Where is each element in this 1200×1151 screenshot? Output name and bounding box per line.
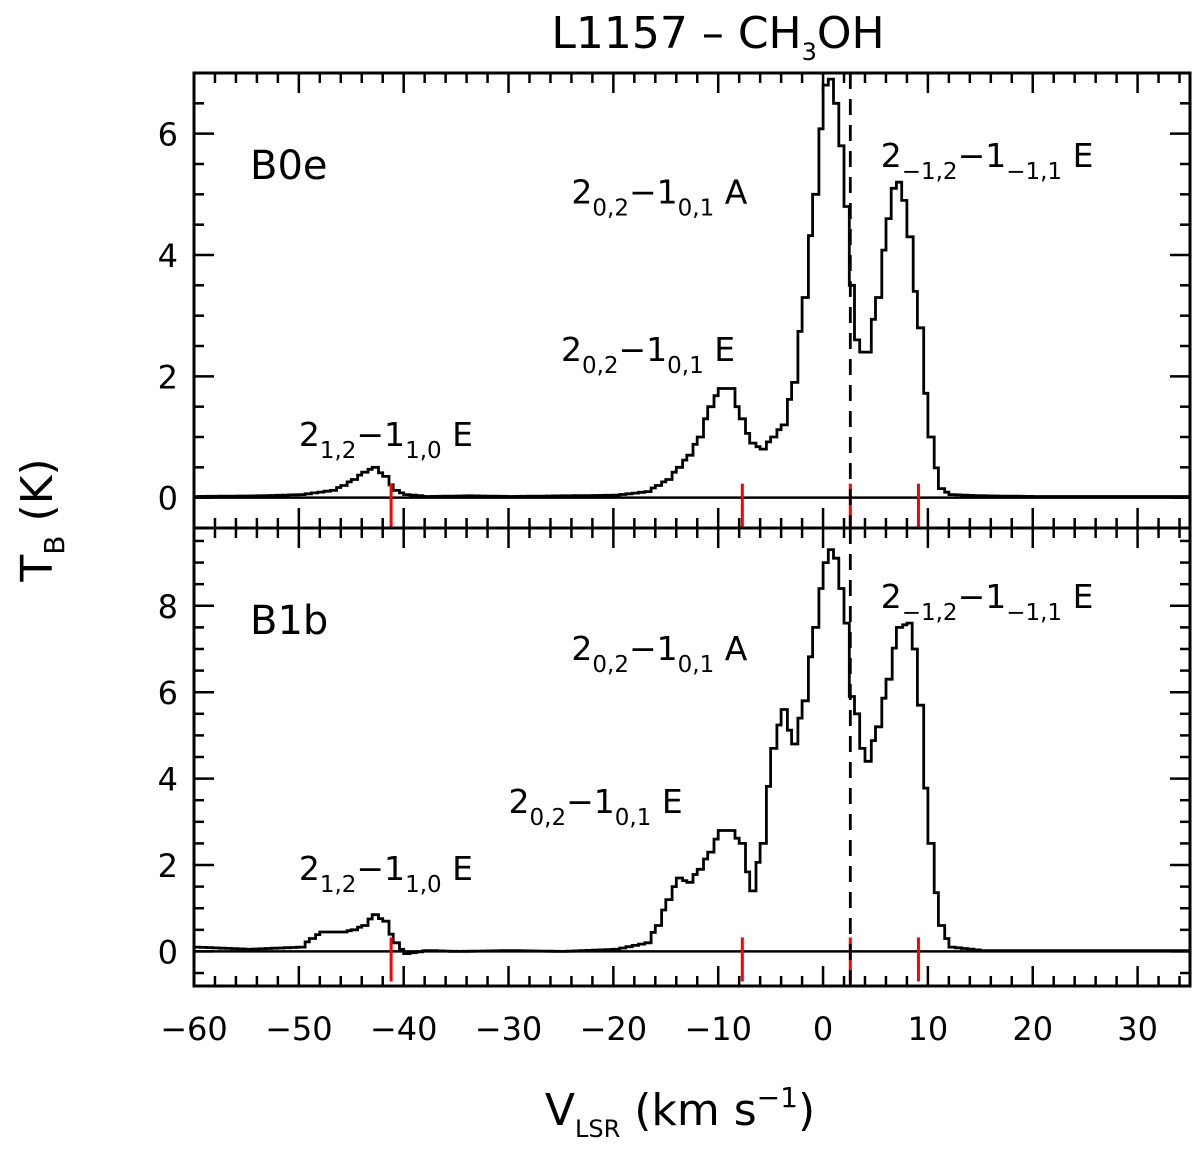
- panel-b1b: 0 2 4 6 8 B1b 21,2−11,0 E 20,2−10,1 E 20,2−10,1 …: [158, 526, 1192, 988]
- y-tick-label: 6: [158, 674, 178, 712]
- y-tick-label: 6: [158, 116, 178, 154]
- transition-label: 2−1,2−1−1,1 E: [881, 136, 1094, 185]
- y-axis-label: TB (K): [12, 458, 71, 582]
- spectrum-line: [194, 77, 1190, 498]
- x-tick-label: −20: [580, 1010, 648, 1048]
- chart-title: L1157 – CH3OH: [551, 8, 884, 66]
- transition-label: 20,2−10,1 A: [571, 172, 747, 221]
- x-tick-label: 30: [1117, 1010, 1158, 1048]
- y-tick-label: 0: [158, 480, 178, 518]
- x-tick-labels: −60 −50 −40 −30 −20 −10 0 10 20 30: [160, 1010, 1158, 1048]
- spectrum-line: [194, 548, 1190, 955]
- panel-label: B1b: [250, 598, 328, 644]
- y-tick-label: 4: [158, 761, 178, 799]
- x-tick-label: −30: [475, 1010, 543, 1048]
- transition-label: 20,2−10,1 A: [571, 629, 747, 678]
- x-tick-label: 20: [1012, 1010, 1053, 1048]
- x-tick-label: −50: [265, 1010, 333, 1048]
- transition-label: 21,2−11,0 E: [299, 849, 473, 898]
- transition-label: 2−1,2−1−1,1 E: [881, 577, 1094, 626]
- y-tick-label: 4: [158, 237, 178, 275]
- transition-label: 20,2−10,1 E: [561, 330, 735, 379]
- x-tick-label: 0: [813, 1010, 833, 1048]
- panel-b0e: 0 2 4 6 B0e 21,2−11,0 E 20,2−10,1 E 20,2−10,1 A…: [158, 71, 1192, 530]
- x-axis-label: VLSR (km s−1): [545, 1081, 815, 1143]
- x-tick-label: −60: [160, 1010, 228, 1048]
- x-tick-label: −10: [684, 1010, 752, 1048]
- panel-frame: [192, 526, 1192, 988]
- transition-label: 21,2−11,0 E: [299, 415, 473, 464]
- y-tick-label: 0: [158, 933, 178, 971]
- y-tick-label: 8: [158, 588, 178, 626]
- transition-label: 20,2−10,1 E: [509, 782, 683, 831]
- x-tick-label: −40: [370, 1010, 438, 1048]
- y-tick-label: 2: [158, 358, 178, 396]
- y-tick-label: 2: [158, 847, 178, 885]
- x-tick-label: 10: [908, 1010, 949, 1048]
- panel-label: B0e: [250, 143, 328, 189]
